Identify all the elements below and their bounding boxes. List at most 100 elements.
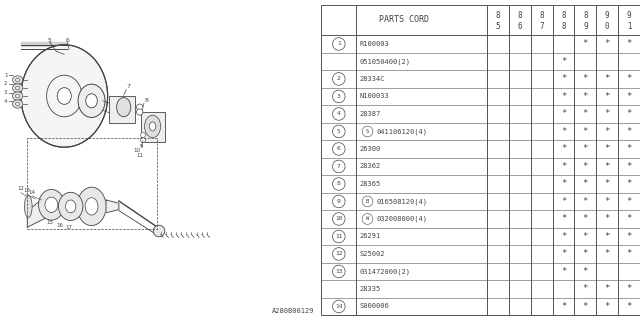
Text: 6: 6 [65,37,69,43]
Text: *: * [561,232,566,241]
Text: 10: 10 [335,216,342,221]
Ellipse shape [13,100,23,108]
Text: *: * [605,92,610,101]
Text: *: * [605,162,610,171]
Text: 26291: 26291 [360,234,381,239]
Text: 14: 14 [335,304,342,309]
Text: *: * [627,162,632,171]
Ellipse shape [21,45,108,147]
Ellipse shape [116,98,131,117]
Polygon shape [106,200,119,213]
Text: *: * [627,284,632,293]
Text: 9: 9 [337,199,340,204]
Ellipse shape [38,189,64,220]
Bar [141,112,166,142]
Text: *: * [627,39,632,48]
Text: *: * [561,109,566,118]
Text: 8: 8 [583,11,588,20]
Text: 031472000(2): 031472000(2) [360,268,410,275]
Text: 8: 8 [518,11,522,20]
Text: S: S [366,129,369,134]
Text: A280B00129: A280B00129 [273,308,315,314]
Text: *: * [561,180,566,188]
Text: 8: 8 [561,22,566,31]
Text: *: * [627,92,632,101]
Text: 4: 4 [4,99,8,104]
Text: *: * [582,197,588,206]
Text: *: * [627,109,632,118]
Bar [109,96,135,123]
Text: *: * [582,39,588,48]
Text: S25002: S25002 [360,251,385,257]
Text: B: B [366,199,369,204]
Text: *: * [582,127,588,136]
Text: *: * [561,92,566,101]
Text: *: * [582,144,588,154]
Text: *: * [627,302,632,311]
Text: 9: 9 [627,11,632,20]
Text: 0: 0 [605,22,609,31]
Ellipse shape [149,122,156,131]
Text: W: W [366,216,369,221]
Text: *: * [627,75,632,84]
Text: 12: 12 [17,186,24,191]
Text: 2: 2 [337,76,340,82]
Text: *: * [561,302,566,311]
Text: *: * [561,127,566,136]
Text: 7: 7 [127,84,131,89]
Text: 12: 12 [335,252,342,256]
Text: *: * [605,197,610,206]
Text: 5: 5 [48,37,52,43]
Text: *: * [561,214,566,223]
Text: 8: 8 [337,181,340,187]
Text: *: * [605,214,610,223]
Text: 10: 10 [133,148,140,153]
Ellipse shape [58,192,83,220]
Text: 28362: 28362 [360,164,381,170]
Ellipse shape [85,198,98,215]
Text: 13: 13 [335,269,342,274]
Text: 6: 6 [337,147,340,151]
Bar [28,138,157,229]
Ellipse shape [13,84,23,92]
Text: 13: 13 [23,188,30,193]
Text: *: * [561,267,566,276]
Text: 9: 9 [583,22,588,31]
Ellipse shape [45,197,58,212]
Text: 28365: 28365 [360,181,381,187]
Text: 15: 15 [46,220,53,225]
Text: 5: 5 [337,129,340,134]
Text: *: * [627,214,632,223]
Text: 6: 6 [518,22,522,31]
Text: 041106120(4): 041106120(4) [376,128,427,135]
Text: *: * [582,284,588,293]
Ellipse shape [57,88,71,104]
Text: *: * [582,162,588,171]
Ellipse shape [24,195,32,218]
Text: 1: 1 [4,73,8,78]
Text: *: * [582,232,588,241]
Text: 016508120(4): 016508120(4) [376,198,427,205]
Text: R100003: R100003 [360,41,389,47]
Text: *: * [627,144,632,154]
Text: 17: 17 [65,225,72,230]
Text: 14: 14 [29,189,36,195]
Text: 032008000(4): 032008000(4) [376,216,427,222]
Text: *: * [605,180,610,188]
Text: 26300: 26300 [360,146,381,152]
Text: *: * [582,75,588,84]
Ellipse shape [65,200,76,213]
Text: 8: 8 [144,98,148,103]
Text: *: * [605,109,610,118]
Text: *: * [605,250,610,259]
Text: 8: 8 [561,11,566,20]
Text: *: * [561,250,566,259]
Ellipse shape [77,187,106,226]
Text: *: * [605,39,610,48]
Text: *: * [582,92,588,101]
Text: 11: 11 [335,234,342,239]
Text: 9: 9 [140,144,143,149]
Text: 2: 2 [4,81,8,86]
Text: *: * [627,250,632,259]
Text: 8: 8 [495,11,500,20]
